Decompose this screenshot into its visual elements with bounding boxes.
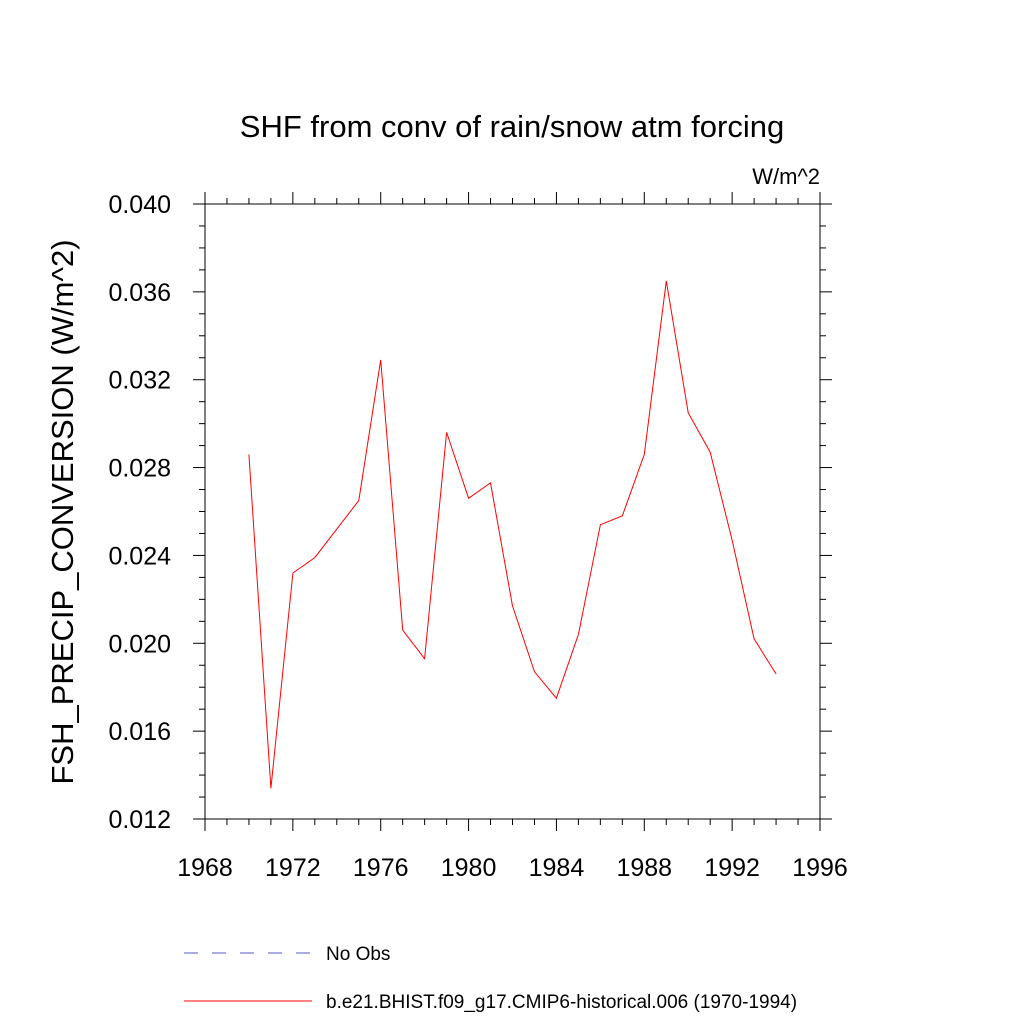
plot-frame [204, 203, 821, 820]
y-tick-label: 0.036 [108, 279, 171, 307]
legend-label: b.e21.BHIST.f09_g17.CMIP6-historical.006… [326, 992, 797, 1013]
y-tick-labels: 0.012 0.016 0.020 0.024 0.028 0.032 0.036 0.040 [108, 191, 171, 834]
x-tick-label: 1980 [441, 854, 497, 882]
x-tick-label: 1968 [177, 854, 233, 882]
y-tick-label: 0.040 [108, 191, 171, 219]
x-tick-label: 1972 [265, 854, 321, 882]
y-tick-label: 0.016 [108, 718, 171, 746]
x-tick-label: 1976 [353, 854, 409, 882]
axis-ticks [193, 192, 832, 831]
legend: No Obs b.e21.BHIST.f09_g17.CMIP6-historic… [184, 944, 797, 1013]
chart-title: SHF from conv of rain/snow atm forcing [240, 109, 784, 144]
y-tick-label: 0.024 [108, 542, 171, 570]
y-tick-label: 0.032 [108, 367, 171, 395]
y-tick-label: 0.012 [108, 806, 171, 834]
x-tick-label: 1984 [529, 854, 585, 882]
series-lines [248, 280, 777, 789]
x-tick-label: 1992 [704, 854, 760, 882]
units-label: W/m^2 [752, 164, 820, 189]
y-tick-label: 0.028 [108, 455, 171, 483]
x-tick-label: 1988 [616, 854, 672, 882]
y-tick-label: 0.020 [108, 630, 171, 658]
y-axis-label: FSH_PRECIP_CONVERSION (W/m^2) [45, 239, 80, 784]
series-line [248, 280, 777, 789]
x-tick-label: 1996 [792, 854, 848, 882]
x-tick-labels: 1968 1972 1976 1980 1984 1988 1992 1996 [177, 854, 848, 882]
legend-label: No Obs [326, 944, 390, 965]
